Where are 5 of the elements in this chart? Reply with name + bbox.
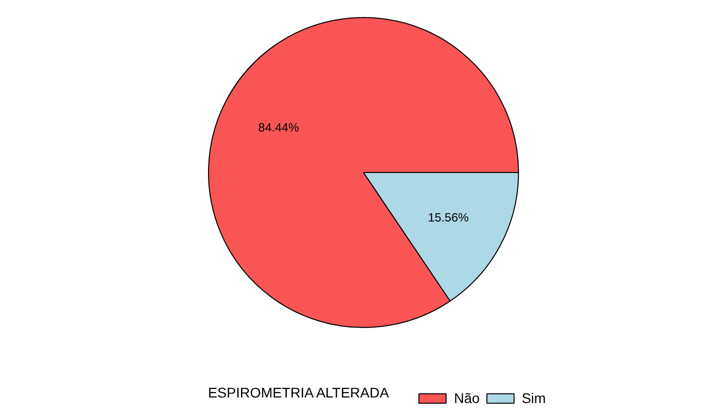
legend-label: Sim [522, 390, 546, 406]
data-label: 15.56% [428, 210, 470, 225]
legend-title: ESPIROMETRIA ALTERADA [208, 384, 390, 400]
data-label: 84.44% [258, 120, 300, 134]
legend-label: Não [454, 390, 480, 406]
